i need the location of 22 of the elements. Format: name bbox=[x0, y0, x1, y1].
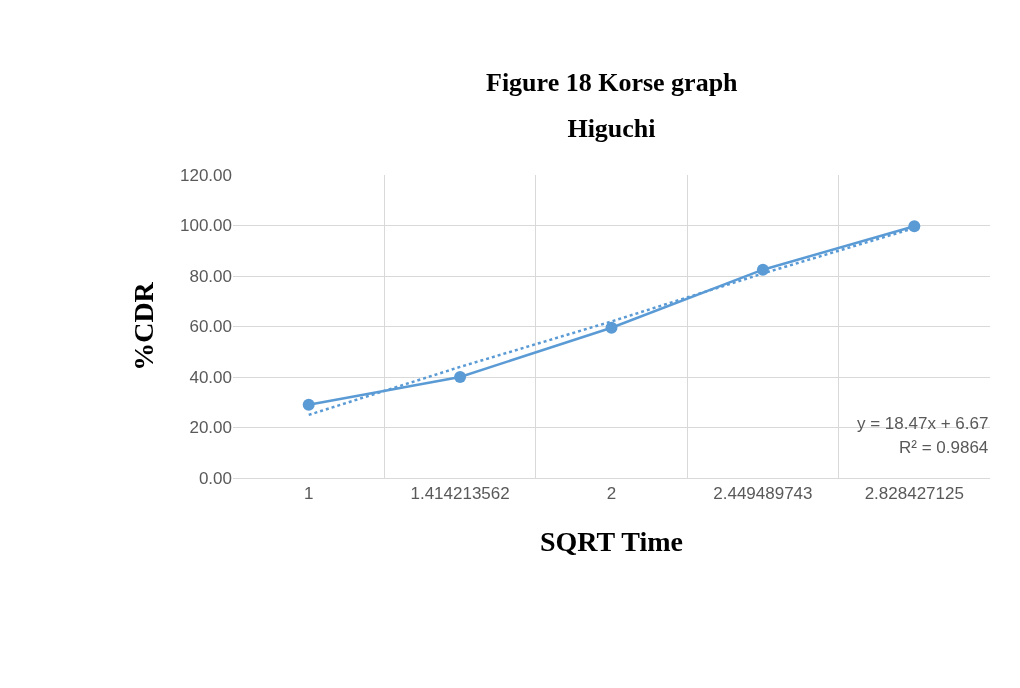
point bbox=[908, 220, 921, 233]
y-tick-label: 40.00 bbox=[189, 367, 232, 387]
point bbox=[605, 321, 618, 334]
annotation: R² = 0.9864 bbox=[899, 438, 989, 457]
x-tick-label: 2 bbox=[606, 484, 617, 504]
y-tick-label: 120.00 bbox=[180, 165, 232, 185]
y-tick-label: 100.00 bbox=[180, 216, 232, 236]
x-tick-label: 1 bbox=[303, 484, 314, 504]
x-tick-label: 1.414213562 bbox=[410, 484, 510, 504]
chart-title: Higuchi bbox=[567, 114, 656, 144]
y-tick-label: 80.00 bbox=[189, 266, 232, 286]
annotation: y = 18.47x + 6.67 bbox=[857, 414, 989, 433]
y-tick-label: 0.00 bbox=[198, 468, 232, 488]
caption: Figure 18 Korse graph bbox=[486, 68, 739, 97]
x-tick-label: 2.449489743 bbox=[713, 484, 813, 504]
y-tick-label: 60.00 bbox=[189, 317, 232, 337]
y-tick-label: 20.00 bbox=[189, 418, 232, 438]
point bbox=[454, 371, 467, 383]
y-axis-title: %CDR bbox=[127, 281, 159, 371]
x-tick-label: 2.828427125 bbox=[864, 484, 964, 504]
point bbox=[302, 398, 315, 411]
x-axis-title: SQRT Time bbox=[540, 525, 683, 557]
